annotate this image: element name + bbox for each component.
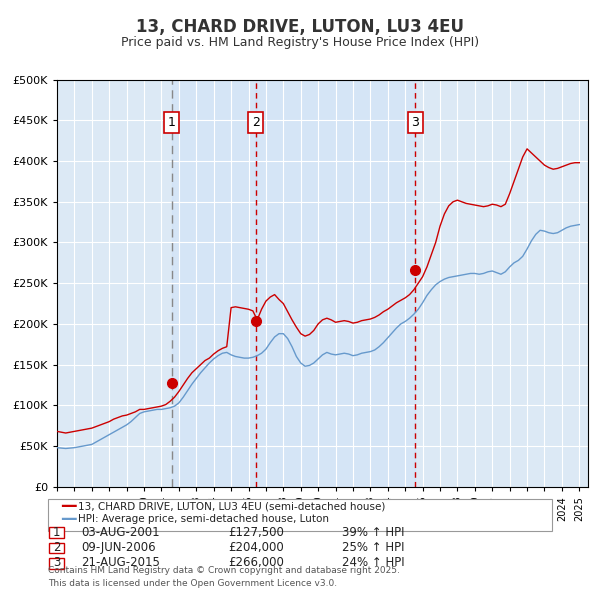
Text: 24% ↑ HPI: 24% ↑ HPI	[342, 556, 404, 569]
Text: 2: 2	[53, 541, 61, 554]
Text: 25% ↑ HPI: 25% ↑ HPI	[342, 541, 404, 554]
Text: 3: 3	[412, 116, 419, 129]
Text: 09-JUN-2006: 09-JUN-2006	[81, 541, 155, 554]
Bar	[256, 80, 415, 487]
Text: Contains HM Land Registry data © Crown copyright and database right 2025.
This d: Contains HM Land Registry data © Crown c…	[48, 566, 400, 588]
Text: —: —	[60, 497, 77, 515]
Bar	[172, 80, 256, 487]
Text: 3: 3	[53, 556, 61, 569]
Text: 39% ↑ HPI: 39% ↑ HPI	[342, 526, 404, 539]
Text: Price paid vs. HM Land Registry's House Price Index (HPI): Price paid vs. HM Land Registry's House …	[121, 36, 479, 49]
Text: HPI: Average price, semi-detached house, Luton: HPI: Average price, semi-detached house,…	[78, 514, 329, 524]
Text: 2: 2	[252, 116, 260, 129]
Text: 03-AUG-2001: 03-AUG-2001	[81, 526, 160, 539]
Text: £127,500: £127,500	[228, 526, 284, 539]
Text: —: —	[60, 510, 77, 528]
Text: 21-AUG-2015: 21-AUG-2015	[81, 556, 160, 569]
Text: 13, CHARD DRIVE, LUTON, LU3 4EU (semi-detached house): 13, CHARD DRIVE, LUTON, LU3 4EU (semi-de…	[78, 502, 385, 511]
Text: £266,000: £266,000	[228, 556, 284, 569]
Text: 13, CHARD DRIVE, LUTON, LU3 4EU: 13, CHARD DRIVE, LUTON, LU3 4EU	[136, 18, 464, 35]
Text: 1: 1	[167, 116, 176, 129]
Text: 1: 1	[53, 526, 61, 539]
Text: £204,000: £204,000	[228, 541, 284, 554]
